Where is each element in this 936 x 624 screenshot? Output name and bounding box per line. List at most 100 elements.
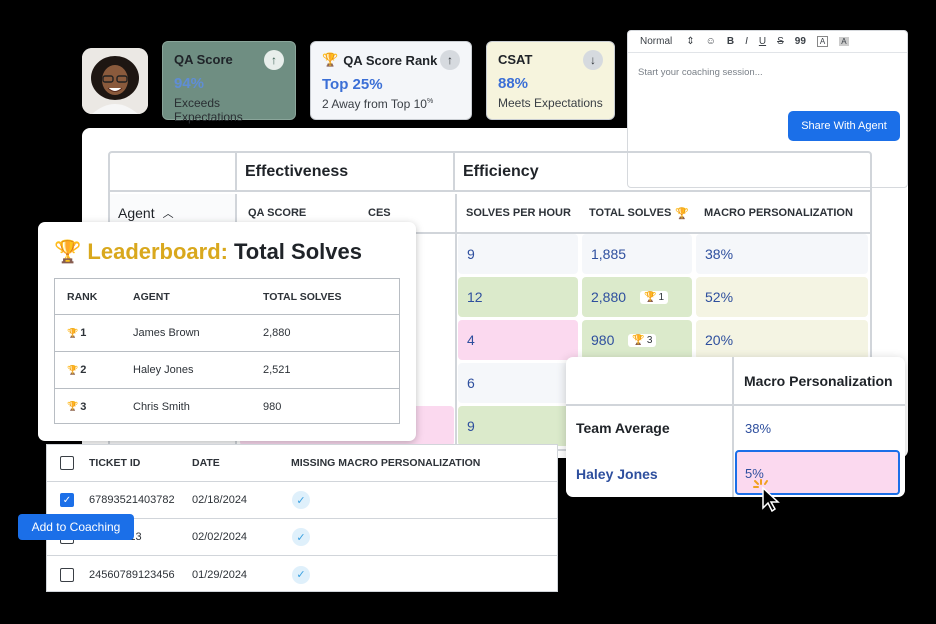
underline-button[interactable]: U bbox=[758, 36, 767, 47]
cell-solves-per-hour: 12 bbox=[458, 277, 578, 317]
empty-corner bbox=[110, 153, 237, 192]
header-agent: AGENT bbox=[133, 290, 170, 303]
leaderboard-table: RANK AGENT TOTAL SOLVES 🏆 1 James Brown 2… bbox=[54, 278, 400, 424]
kpi-subtitle: Meets Expectations bbox=[498, 96, 603, 110]
group-efficiency: Efficiency bbox=[455, 153, 870, 192]
check-icon: ✓ bbox=[292, 565, 310, 584]
row-checkbox[interactable]: ✓ bbox=[60, 493, 74, 507]
row-checkbox[interactable] bbox=[60, 567, 74, 582]
kpi-value: Top 25% bbox=[322, 76, 383, 93]
strikethrough-button[interactable]: S bbox=[777, 36, 784, 47]
total-solves-value: 2,880 bbox=[591, 289, 627, 305]
coaching-editor[interactable]: Normal ⇕ ☺ B I U S 99 A A Start your coa… bbox=[627, 30, 908, 188]
add-to-coaching-button[interactable]: Add to Coaching bbox=[18, 514, 134, 540]
header-date: DATE bbox=[192, 457, 220, 469]
header-missing-macro: MISSING MACRO PERSONALIZATION bbox=[291, 457, 481, 469]
rank-badge: 🏆 1 bbox=[640, 290, 669, 304]
check-icon: ✓ bbox=[292, 528, 310, 546]
editor-toolbar: Normal ⇕ ☺ B I U S 99 A A bbox=[628, 31, 907, 53]
trophy-icon: 🏆 bbox=[632, 334, 645, 346]
total-solves: 2,521 bbox=[263, 364, 291, 376]
group-effectiveness: Effectiveness bbox=[237, 153, 455, 192]
agent-name: James Brown bbox=[133, 327, 200, 339]
arrow-down-icon: ↓ bbox=[583, 50, 603, 70]
rank-cell: 🏆 3 bbox=[55, 401, 133, 413]
qa-score-card[interactable]: QA Score 94% Exceeds Expectations ↑ bbox=[162, 41, 296, 124]
text-color-icon[interactable]: A bbox=[816, 36, 829, 47]
kpi-title: CSAT bbox=[498, 52, 533, 67]
kpi-subtitle: 2 Away from Top 10 bbox=[322, 97, 427, 111]
agent-name: Haley Jones bbox=[133, 364, 194, 376]
emoji-icon[interactable]: ☺ bbox=[705, 36, 716, 47]
leaderboard-row[interactable]: 🏆 2 Haley Jones 2,521 bbox=[55, 352, 399, 389]
cell-total-solves: 980 🏆 3 bbox=[582, 320, 692, 360]
ticket-date: 02/02/2024 bbox=[192, 531, 248, 543]
trophy-icon: 🏆 bbox=[644, 291, 657, 303]
editor-placeholder[interactable]: Start your coaching session... bbox=[638, 67, 763, 78]
agent-macro-value: 5% bbox=[745, 466, 764, 481]
divider bbox=[732, 357, 734, 497]
italic-button[interactable]: I bbox=[745, 36, 748, 47]
macro-header: Macro Personalization bbox=[744, 373, 893, 389]
trophy-icon: 🏆 bbox=[675, 207, 690, 220]
trophy-icon: 🏆 bbox=[322, 52, 339, 67]
col-qa-score: QA SCORE bbox=[248, 207, 307, 219]
team-average-label: Team Average bbox=[576, 420, 670, 436]
leaderboard-title-rest: Total Solves bbox=[234, 239, 362, 264]
cell-macro: 52% bbox=[696, 277, 868, 317]
total-solves: 980 bbox=[263, 400, 282, 413]
total-solves: 2,880 bbox=[263, 327, 291, 339]
cell-macro: 38% bbox=[696, 234, 868, 274]
ticket-date: 01/29/2024 bbox=[192, 568, 248, 581]
cell-solves-per-hour: 9 bbox=[458, 406, 578, 446]
trophy-icon: 🏆 bbox=[67, 364, 79, 375]
cell-solves-per-hour: 4 bbox=[458, 320, 578, 360]
chevron-up-icon: ︿ bbox=[162, 208, 174, 220]
cell-total-solves: 2,880 🏆 1 bbox=[582, 277, 692, 317]
total-solves-value: 980 bbox=[591, 332, 615, 348]
agent-name-link[interactable]: Haley Jones bbox=[576, 466, 658, 482]
kpi-title-row: 🏆 QA Score Rank bbox=[322, 52, 460, 68]
highlight-icon[interactable]: A bbox=[839, 37, 849, 46]
agent-name: Chris Smith bbox=[133, 400, 190, 413]
select-arrows-icon: ⇕ bbox=[686, 36, 695, 47]
col-macro-personalization: MACRO PERSONALIZATION bbox=[704, 207, 853, 219]
format-select[interactable]: Normal ⇕ bbox=[640, 36, 695, 47]
team-average-value: 38% bbox=[745, 421, 772, 436]
cell-macro: 20% bbox=[696, 320, 868, 360]
kpi-value: 88% bbox=[498, 75, 529, 92]
rank-badge-value: 1 bbox=[658, 291, 665, 303]
arrow-up-icon: ↑ bbox=[264, 50, 284, 70]
csat-card[interactable]: CSAT 88% Meets Expectations ↓ bbox=[486, 41, 615, 120]
header-divider bbox=[110, 232, 870, 234]
ticket-row[interactable]: 24560789123456 01/29/2024 ✓ bbox=[47, 556, 557, 593]
tickets-table: TICKET ID DATE MISSING MACRO PERSONALIZA… bbox=[46, 444, 558, 592]
share-with-agent-button[interactable]: Share With Agent bbox=[788, 111, 900, 141]
leaderboard-title-gold: Leaderboard: bbox=[87, 239, 228, 264]
kpi-title: QA Score Rank bbox=[343, 52, 438, 68]
trophy-icon: 🏆 bbox=[67, 327, 79, 338]
tickets-header-row: TICKET ID DATE MISSING MACRO PERSONALIZA… bbox=[47, 445, 557, 482]
group-divider bbox=[455, 194, 457, 449]
leaderboard-row[interactable]: 🏆 3 Chris Smith 980 bbox=[55, 389, 399, 424]
qa-score-rank-card[interactable]: 🏆 QA Score Rank Top 25% 2 Away from Top … bbox=[310, 41, 472, 120]
rank-cell: 🏆 1 bbox=[55, 327, 133, 339]
col-solves-per-hour: SOLVES PER HOUR bbox=[455, 194, 571, 232]
agent-macro-value-cell[interactable]: 5% bbox=[735, 450, 900, 495]
leaderboard-row[interactable]: 🏆 1 James Brown 2,880 bbox=[55, 315, 399, 352]
quote-button[interactable]: 99 bbox=[794, 36, 806, 47]
bold-button[interactable]: B bbox=[726, 36, 735, 47]
ticket-row[interactable]: ✓ 67893521403782 02/18/2024 ✓ bbox=[47, 482, 557, 519]
kpi-subtitle: Exceeds Expectations bbox=[174, 96, 243, 124]
kpi-subtitle-sup: % bbox=[426, 98, 434, 105]
kpi-value: 94% bbox=[174, 75, 205, 92]
ticket-id: 24560789123456 bbox=[89, 568, 175, 581]
agent-sort-header[interactable]: Agent ︿ bbox=[118, 205, 174, 221]
agent-header-label: Agent bbox=[118, 205, 155, 221]
col-total-solves-label: TOTAL SOLVES bbox=[589, 207, 672, 219]
select-all-checkbox[interactable] bbox=[60, 456, 74, 470]
ticket-id: 67893521403782 bbox=[89, 494, 175, 506]
cell-solves-per-hour: 6 bbox=[458, 363, 578, 403]
header-ticket-id: TICKET ID bbox=[89, 457, 141, 469]
leaderboard-title: 🏆 Leaderboard: Total Solves bbox=[54, 239, 362, 265]
